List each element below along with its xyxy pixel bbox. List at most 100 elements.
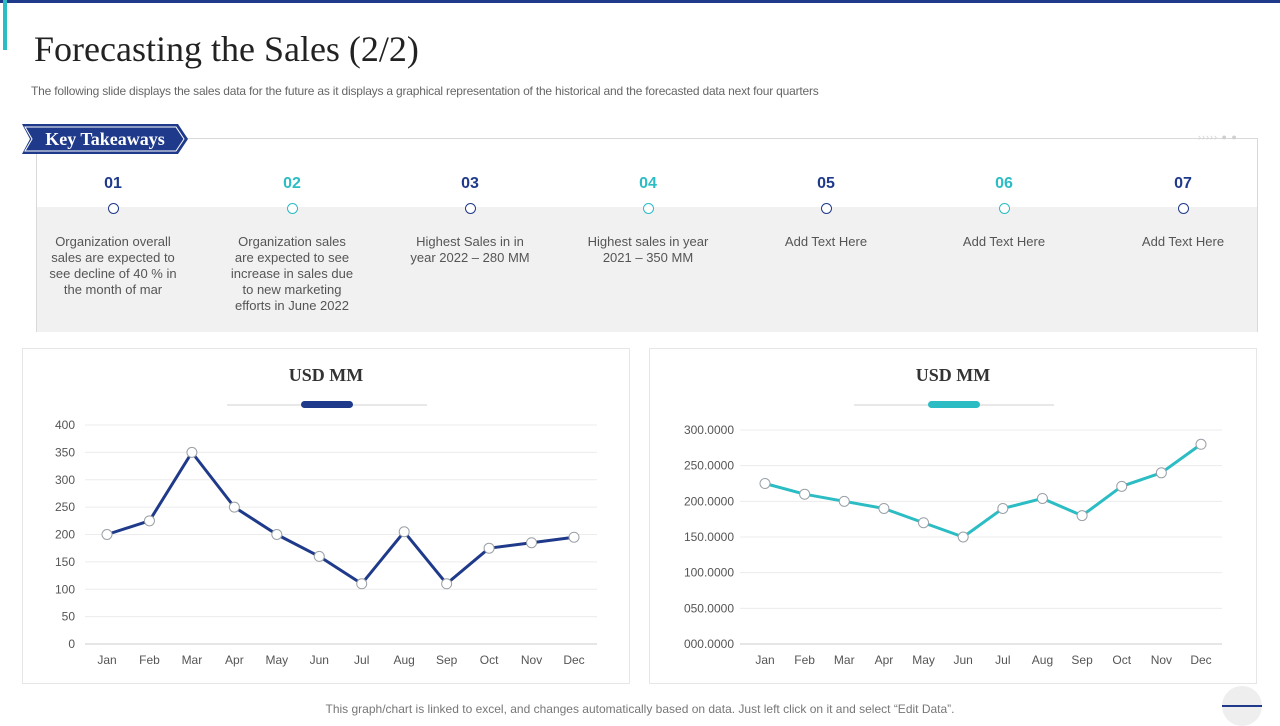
x-tick-label: Jun — [310, 653, 329, 667]
x-tick-label: Oct — [480, 653, 499, 667]
y-tick-label: 250.0000 — [684, 459, 734, 473]
takeaways-gray-band — [37, 207, 1257, 332]
takeaway-marker-icon — [998, 203, 1010, 214]
y-tick-label: 050.0000 — [684, 601, 734, 615]
data-point — [1076, 510, 1088, 522]
data-point — [838, 495, 850, 507]
badge-shape — [22, 124, 188, 154]
x-tick-label: Nov — [521, 653, 542, 667]
data-point — [271, 529, 283, 540]
takeaway-number: 02 — [283, 175, 301, 192]
y-tick-label: 200.0000 — [684, 494, 734, 508]
data-point — [228, 501, 240, 513]
x-tick-label: Dec — [1190, 653, 1211, 667]
y-tick-label: 100 — [55, 582, 75, 596]
takeaway-item-03: 03 Highest Sales in in year 2022 – 280 MM — [395, 175, 545, 266]
data-point — [568, 531, 580, 543]
data-point — [878, 502, 890, 514]
data-point — [101, 529, 113, 540]
data-point — [1195, 438, 1207, 450]
x-tick-label: Jul — [354, 653, 369, 667]
data-point — [1116, 480, 1128, 492]
takeaway-number: 04 — [639, 175, 657, 192]
data-point — [398, 526, 410, 538]
takeaway-text: Highest Sales in in year 2022 – 280 MM — [410, 234, 530, 265]
x-tick-label: Sep — [436, 653, 458, 667]
data-point — [483, 542, 495, 554]
x-tick-label: Nov — [1151, 653, 1172, 667]
takeaway-item-04: 04 Highest sales in year 2021 – 350 MM — [573, 175, 723, 266]
title-accent-pill — [928, 401, 980, 408]
y-tick-label: 150.0000 — [684, 530, 734, 544]
y-tick-label: 350 — [55, 445, 75, 459]
x-tick-label: Aug — [1032, 653, 1053, 667]
x-tick-label: Sep — [1071, 653, 1093, 667]
x-tick-label: Jul — [995, 653, 1010, 667]
y-tick-label: 000.0000 — [684, 637, 734, 651]
data-point — [1036, 492, 1048, 504]
data-point — [441, 578, 453, 590]
right-chart-panel: USD MM 000.0000 050.0000 100.0000 150.0000 2… — [649, 348, 1257, 684]
x-tick-label: Oct — [1112, 653, 1131, 667]
data-point — [799, 488, 811, 500]
footer-note: This graph/chart is linked to excel, and… — [325, 702, 955, 716]
takeaway-text: Add Text Here — [784, 234, 868, 249]
takeaway-marker-icon — [642, 203, 654, 214]
data-point — [918, 517, 930, 529]
takeaway-marker-icon — [1177, 203, 1189, 214]
decorative-arrows-icon: ››››› ● ● — [1198, 132, 1238, 142]
x-tick-label: Feb — [794, 653, 815, 667]
data-point — [143, 515, 155, 527]
takeaway-text: Highest sales in year 2021 – 350 MM — [587, 234, 709, 265]
takeaway-number: 07 — [1174, 175, 1192, 192]
takeaway-text: Organization overall sales are expected … — [49, 234, 177, 297]
top-border-line — [0, 0, 1280, 3]
takeaway-marker-icon — [820, 203, 832, 214]
x-tick-label: May — [912, 653, 935, 667]
takeaway-text: Add Text Here — [1141, 234, 1225, 249]
takeaway-marker-icon — [107, 203, 119, 214]
y-tick-label: 300 — [55, 473, 75, 487]
series-line — [106, 450, 575, 586]
left-line-chart: 0 50 100 150 200 250 300 350 400 Jan Feb Mar Apr May J… — [55, 401, 597, 667]
key-takeaways-badge: Key Takeaways — [22, 124, 188, 154]
right-chart-title: USD MM — [915, 365, 991, 385]
right-line-chart: 000.0000 050.0000 100.0000 150.0000 200.0000… — [684, 401, 1222, 667]
y-tick-label: 200 — [55, 528, 75, 542]
x-tick-label: Feb — [139, 653, 160, 667]
takeaway-item-05: 05 Add Text Here — [751, 175, 901, 250]
data-point — [313, 550, 325, 562]
x-tick-label: Aug — [394, 653, 415, 667]
takeaway-number: 06 — [995, 175, 1013, 192]
takeaway-text: Organization sales are expected to see i… — [230, 234, 354, 313]
data-point — [759, 478, 771, 489]
y-tick-label: 400 — [55, 418, 75, 432]
takeaway-text: Add Text Here — [962, 234, 1046, 249]
data-point — [957, 531, 969, 543]
x-tick-label: Mar — [834, 653, 855, 667]
data-point — [1155, 467, 1167, 479]
x-tick-label: Mar — [182, 653, 203, 667]
y-tick-label: 50 — [62, 610, 76, 624]
title-accent-bar — [3, 0, 7, 50]
y-tick-label: 250 — [55, 500, 75, 514]
takeaway-marker-icon — [464, 203, 476, 214]
x-tick-label: Apr — [875, 653, 894, 667]
x-tick-label: Jun — [954, 653, 973, 667]
data-point — [997, 502, 1009, 514]
data-point — [186, 446, 198, 458]
takeaway-marker-icon — [286, 203, 298, 214]
page-title: Forecasting the Sales (2/2) — [34, 29, 419, 69]
takeaway-item-01: 01 Organization overall sales are expecte… — [38, 175, 188, 298]
title-accent-pill — [301, 401, 353, 408]
takeaway-item-06: 06 Add Text Here — [929, 175, 1079, 250]
takeaway-item-02: 02 Organization sales are expected to see… — [217, 175, 367, 314]
left-chart-panel: USD MM 0 50 100 150 200 250 300 350 400 Jan Feb Mar… — [22, 348, 630, 684]
takeaway-number: 05 — [817, 175, 835, 192]
x-tick-label: Jan — [755, 653, 774, 667]
data-point — [356, 578, 368, 590]
key-takeaways-label: Key Takeaways — [45, 129, 165, 149]
y-tick-label: 0 — [68, 637, 75, 651]
x-tick-label: Apr — [225, 653, 244, 667]
takeaways-panel — [36, 138, 1258, 332]
